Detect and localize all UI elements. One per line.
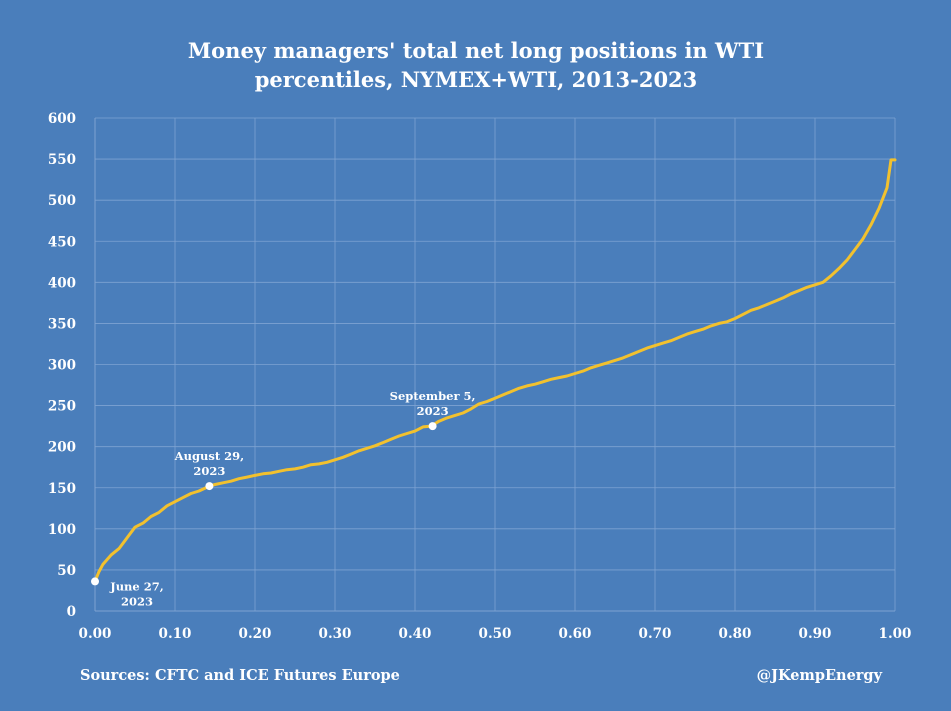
y-tick-label: 600 [48,111,76,127]
y-tick-label: 500 [48,193,76,209]
annotation-marker [91,577,99,586]
y-tick-label: 550 [48,152,76,168]
author-credit: @JKempEnergy [757,667,883,684]
sources-note: Sources: CFTC and ICE Futures Europe [80,667,400,684]
annotation-label: 2023 [193,464,225,478]
x-tick-label: 1.00 [879,626,912,642]
axes: 0 50 100 150 200 250 300 350 400 450 500 550 600 0.00… [48,111,912,642]
data-series [93,158,897,583]
y-tick-label: 50 [57,563,76,579]
y-tick-label: 450 [48,234,76,250]
y-tick-label: 100 [48,522,76,538]
grid-lines [95,117,896,611]
annotation-label: 2023 [417,404,449,418]
y-tick-label: 0 [67,604,76,620]
chart-footer: Sources: CFTC and ICE Futures Europe @JK… [80,667,883,684]
y-tick-label: 200 [48,440,76,456]
y-tick-label: 400 [48,275,76,291]
y-tick-label: 250 [48,399,76,415]
y-tick-label: 350 [48,316,76,332]
annotation-label: 2023 [121,594,153,608]
annotation-label: August 29, [174,449,244,463]
annotation-label: June 27, [109,579,164,593]
x-tick-label: 0.30 [319,626,352,642]
x-tick-label: 0.40 [399,626,432,642]
chart-title-line-1: Money managers' total net long positions… [188,38,764,63]
x-tick-label: 0.20 [239,626,272,642]
y-tick-label: 300 [48,358,76,374]
chart-title-line-2: percentiles, NYMEX+WTI, 2013-2023 [255,67,698,92]
annotation-marker [428,422,437,431]
chart-title: Money managers' total net long positions… [188,38,764,92]
y-tick-label: 150 [48,481,76,497]
series-line [93,158,897,583]
x-tick-label: 0.90 [799,626,832,642]
x-tick-label: 0.00 [79,626,112,642]
x-tick-label: 0.80 [719,626,752,642]
x-tick-label: 0.70 [639,626,672,642]
annotation-label: September 5, [390,389,476,403]
annotation-marker [205,482,214,491]
x-tick-label: 0.10 [159,626,192,642]
x-tick-label: 0.60 [559,626,592,642]
x-tick-label: 0.50 [479,626,512,642]
